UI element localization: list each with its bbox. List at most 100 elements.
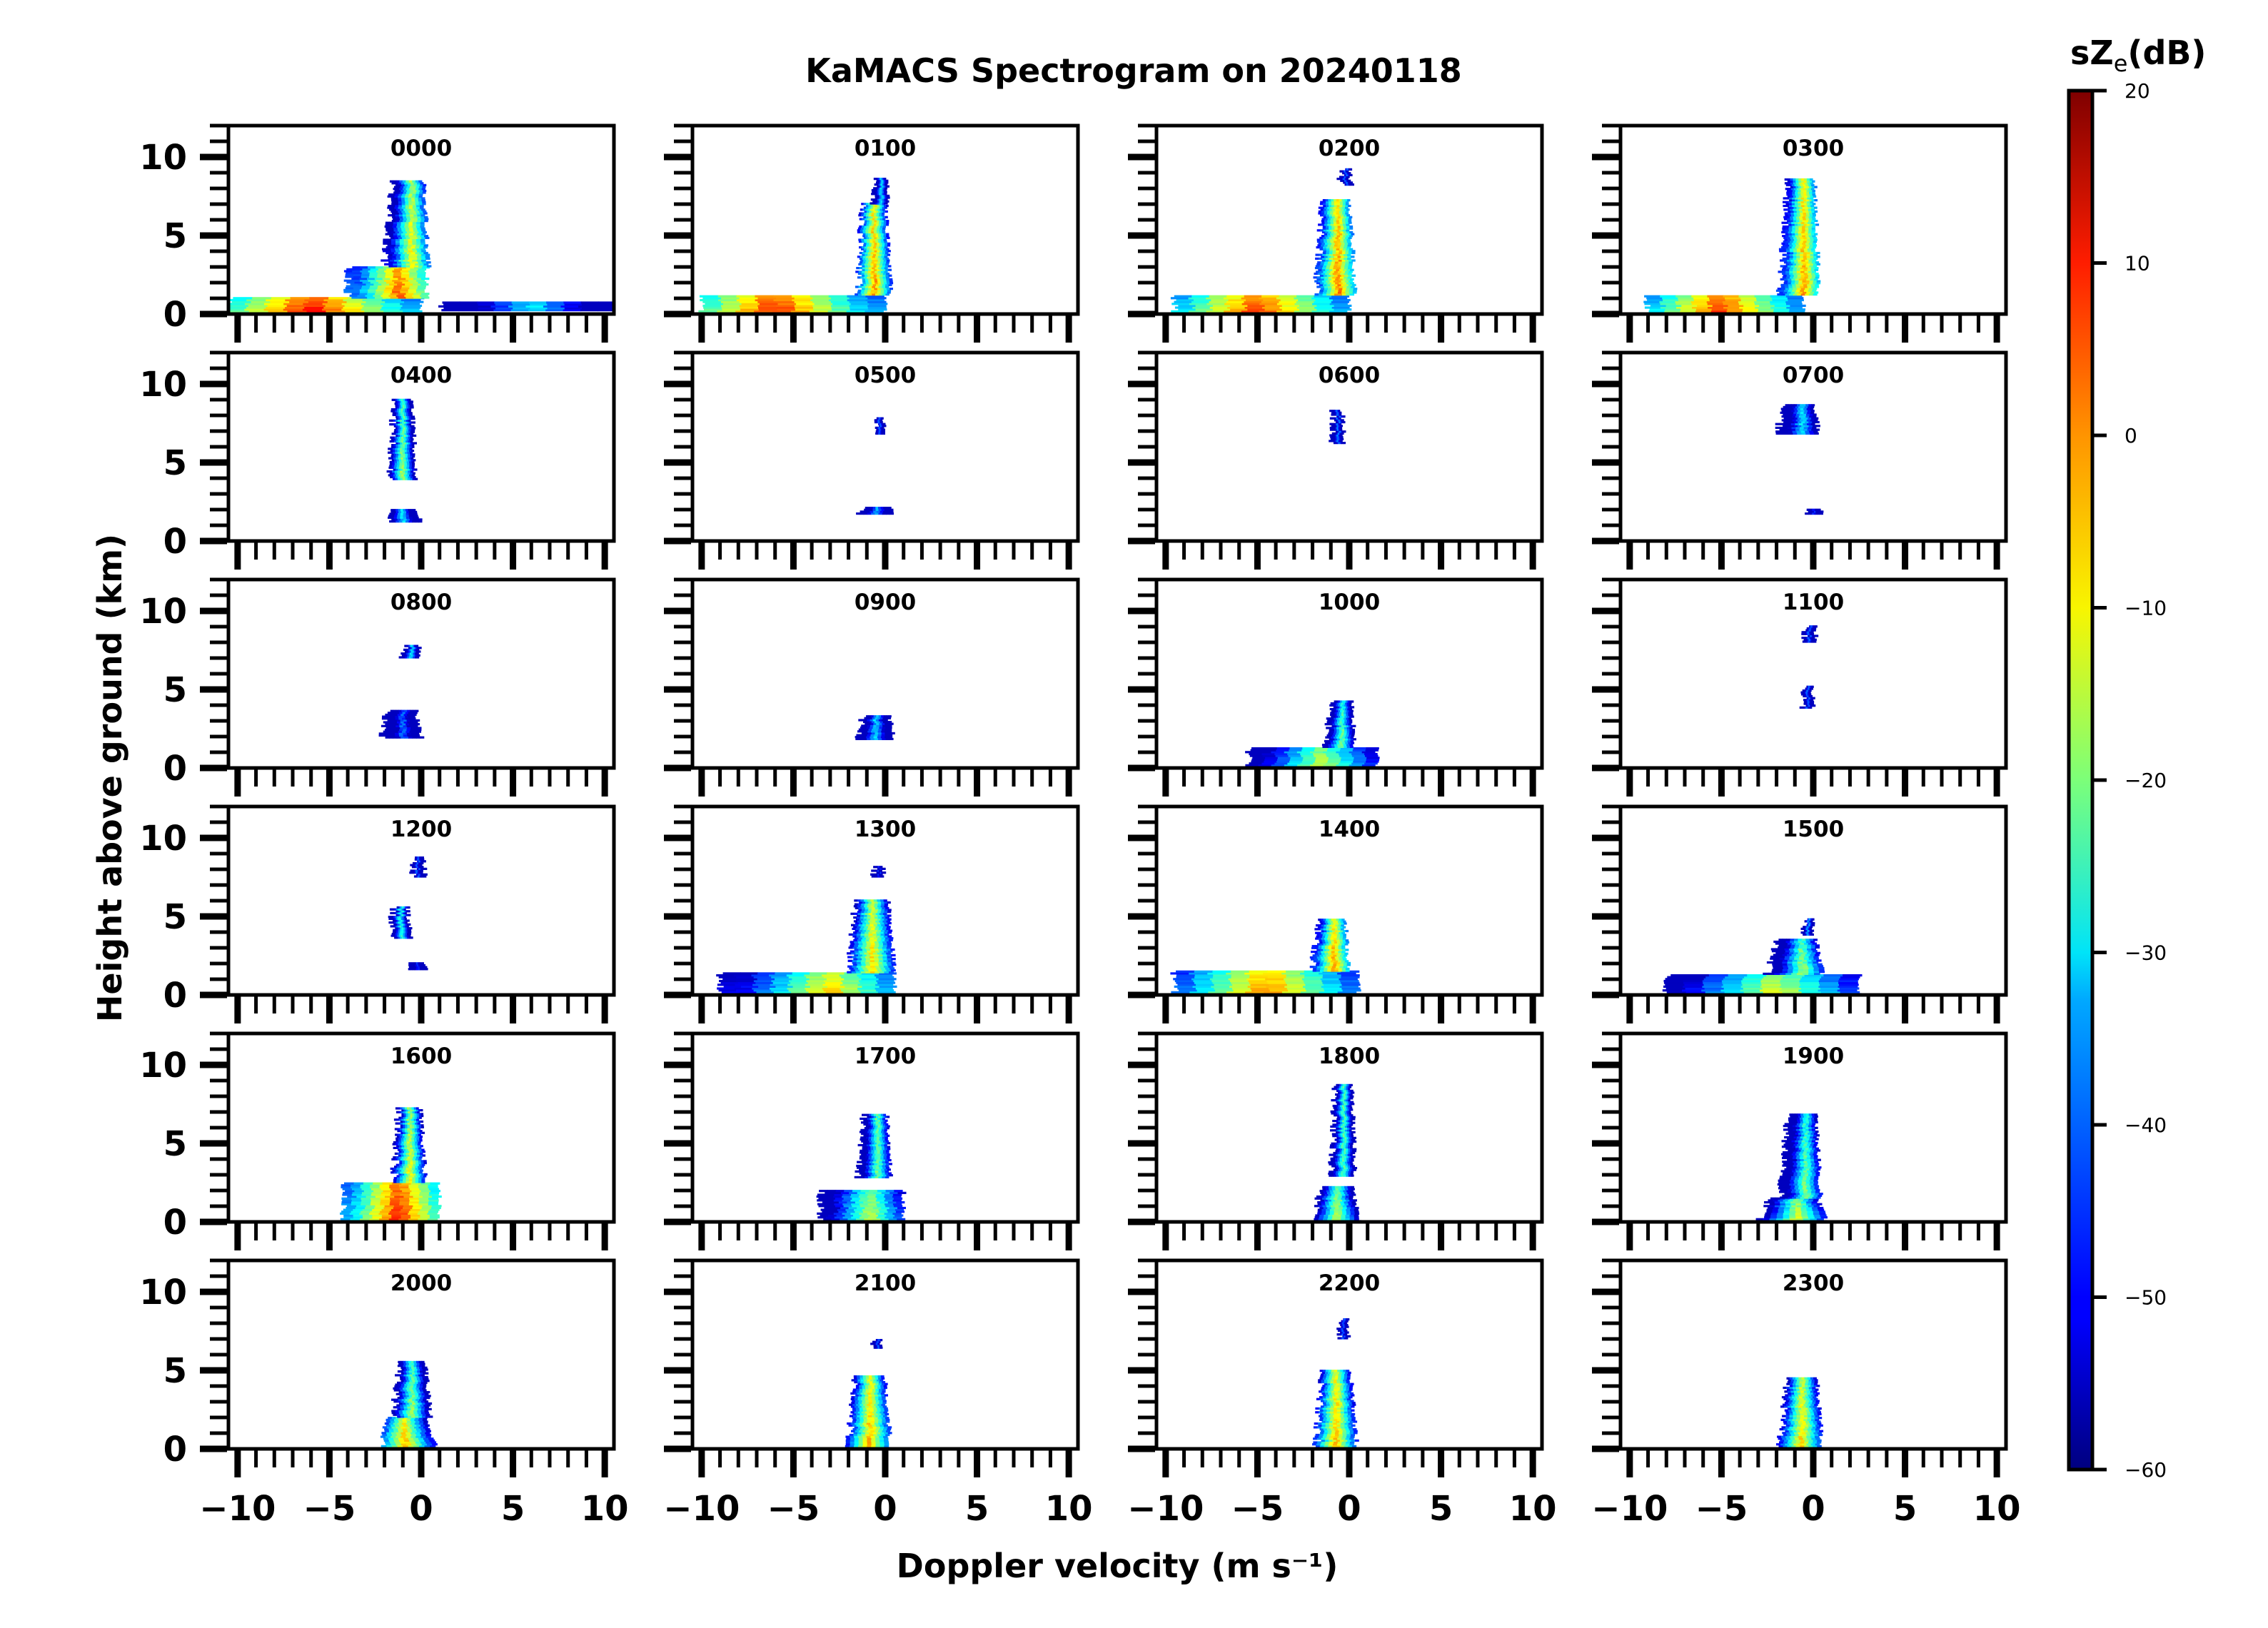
spectrogram-cell [884,242,888,245]
spectrogram-cell [1784,246,1789,249]
spectrogram-cell [1330,440,1332,443]
spectrogram-cell [1812,180,1815,183]
spectrogram-cell [1784,432,1790,435]
spectrogram-cell [871,231,875,233]
spectrogram-cell [1786,208,1790,211]
spectrogram-cell [323,306,343,309]
spectrogram-cell [863,510,867,513]
y-tick-label: 10 [139,138,187,178]
spectrogram-cell [881,736,885,739]
spectrogram-cell [528,309,546,312]
spectrogram-cell [383,242,388,245]
spectrogram-cell [374,278,383,280]
spectrogram-cell [866,242,870,245]
spectrogram-cell [1815,428,1820,431]
spectrogram-cell [880,430,882,433]
spectrogram-cell [398,204,403,208]
spectrogram-cell [881,246,885,249]
spectrogram-cell [1337,738,1341,741]
spectrogram-cell [1803,223,1808,226]
spectrogram-cell [1348,204,1351,208]
spectrogram-cell [395,400,398,403]
spectrogram-cell [875,248,878,251]
spectrogram-cell [879,265,883,268]
spectrogram-cell [394,440,397,443]
spectrogram-cell [402,462,405,465]
spectrogram-cell [405,188,410,191]
spectrogram-cell [1785,300,1802,303]
spectrogram-cell [888,734,893,737]
spectrogram-cell [862,251,866,255]
spectrogram-cell [1326,241,1331,243]
spectrogram-cell [872,220,875,223]
spectrogram-cell [390,195,395,198]
spectrogram-cell [1800,404,1803,407]
spectrogram-cell [1335,259,1339,262]
spectrogram-cell [887,181,889,184]
spectrogram-cell [1347,176,1349,178]
spectrogram-cell [408,650,410,653]
spectrogram-cell [392,448,395,450]
spectrogram-cell [1345,236,1349,239]
spectrogram-cell [405,418,408,420]
spectrogram-cell [1349,181,1351,184]
spectrogram-cell [1331,204,1335,208]
spectrogram-cell [1349,271,1353,273]
spectrogram-cell [302,308,323,311]
spectrogram-cell [1342,201,1346,203]
spectrogram-cell [399,188,403,191]
spectrogram-cell [405,427,408,430]
spectrogram-cell [877,288,881,290]
spectrogram-cell [393,221,398,224]
spectrogram-cell [404,257,410,260]
spectrogram-cell [1174,306,1193,309]
spectrogram-cell [1331,411,1333,414]
spectrogram-cell [883,288,887,290]
spectrogram-cell [1348,179,1350,182]
spectrogram-cell [1334,729,1338,732]
spectrogram-cell [397,470,400,473]
spectrogram-cell [1328,744,1332,747]
spectrogram-cell [411,450,415,452]
spectrogram-cell [1350,736,1354,739]
spectrogram-cell [1787,265,1792,268]
spectrogram-cell [880,419,882,422]
spectrogram-cell [1793,210,1798,213]
spectrogram-cell [869,238,873,241]
spectrogram-cell [1798,193,1801,196]
spectrogram-cell [1347,173,1349,176]
spectrogram-cell [1790,212,1795,215]
spectrogram-cell [867,512,872,515]
spectrogram-cell [884,241,887,243]
spectrogram-cell [1331,244,1335,247]
spectrogram-cell [1333,442,1336,445]
spectrogram-cell [391,398,394,401]
spectrogram-cell [406,648,409,651]
spectrogram-cell [1326,265,1331,268]
spectrogram-cell [1323,289,1328,292]
spectrogram-cell [1352,291,1357,294]
spectrogram-cell [1340,208,1344,211]
spectrogram-cell [398,434,400,437]
spectrogram-cell [418,180,423,183]
spectrogram-cell [1316,278,1321,280]
spectrogram-cell [343,279,353,282]
spectrogram-cell [1803,268,1808,271]
spectrogram-cell [1324,276,1329,279]
spectrogram-cell [400,515,404,517]
spectrogram-cell [876,417,878,420]
spectrogram-cell [402,433,405,435]
spectrogram-cell [1790,186,1794,188]
spectrogram-cell [359,278,368,280]
spectrogram-cell [1333,413,1335,416]
spectrogram-cell [862,271,866,273]
spectrogram-cell [403,189,408,192]
spectrogram-cell [1789,208,1793,211]
spectrogram-cell [1803,272,1808,275]
spectrogram-cell [1317,244,1321,247]
panel-frame [1154,123,1544,316]
spectrogram-cell [403,509,406,512]
spectrogram-cell [1319,293,1324,296]
spectrogram-cell [409,212,413,215]
spectrogram-cell [1327,233,1331,236]
